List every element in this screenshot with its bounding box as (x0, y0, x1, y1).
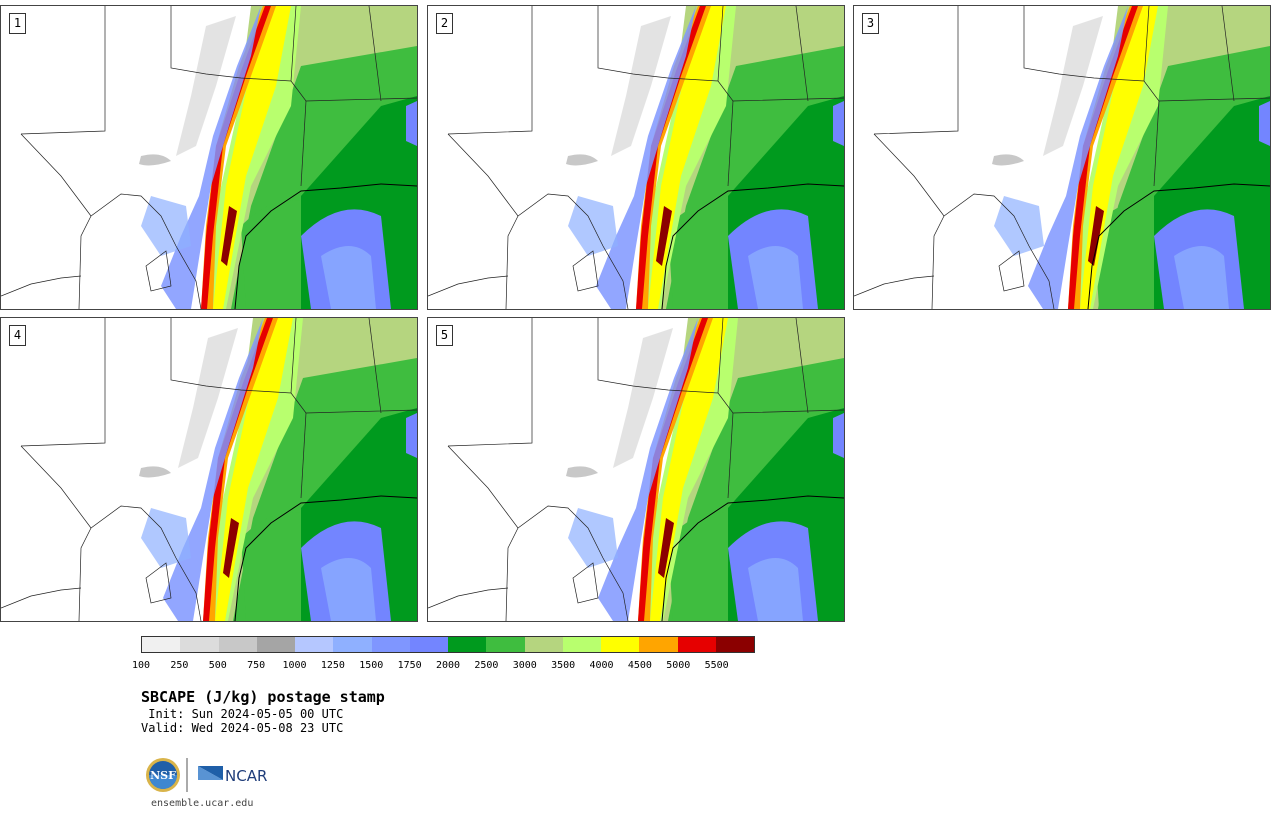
colorbar-swatch (486, 637, 525, 652)
site-url: ensemble.ucar.edu (151, 798, 254, 809)
logos: NSF NCAR (143, 756, 273, 796)
sbcape-map (854, 6, 1270, 309)
colorbar-swatch (142, 637, 181, 652)
colorbar-tick-label: 3000 (512, 660, 537, 671)
colorbar (141, 636, 755, 653)
colorbar-swatch (218, 637, 257, 652)
valid-time: Valid: Wed 2024-05-08 23 UTC (141, 721, 344, 735)
colorbar-swatch (371, 637, 410, 652)
colorbar-swatch (295, 637, 334, 652)
colorbar-tick-label: 4500 (627, 660, 652, 671)
member-label: 1 (9, 13, 26, 34)
colorbar-swatch (562, 637, 601, 652)
colorbar-tick-label: 1250 (320, 660, 345, 671)
ncar-logo-icon: NCAR (198, 766, 267, 785)
colorbar-swatch (677, 637, 716, 652)
init-time: Init: Sun 2024-05-05 00 UTC (141, 707, 344, 721)
colorbar-swatch (409, 637, 448, 652)
map-panel: 4 (0, 317, 418, 622)
colorbar-swatch (601, 637, 640, 652)
member-label: 3 (862, 13, 879, 34)
colorbar-tick-label: 100 (131, 660, 151, 671)
sbcape-map (428, 6, 844, 309)
colorbar-swatch (448, 637, 487, 652)
nsf-logo-icon: NSF (146, 758, 180, 792)
nsf-logo-text: NSF (150, 769, 176, 782)
colorbar-tick-label: 250 (170, 660, 189, 671)
map-panel: 3 (853, 5, 1271, 310)
colorbar-tick-label: 750 (247, 660, 266, 671)
sbcape-map (428, 318, 844, 621)
member-label: 2 (436, 13, 453, 34)
colorbar-swatch (715, 637, 754, 652)
colorbar-tick-label: 1500 (359, 660, 384, 671)
colorbar-tick-label: 4000 (589, 660, 614, 671)
map-panel: 2 (427, 5, 845, 310)
map-title: SBCAPE (J/kg) postage stamp (141, 688, 385, 706)
colorbar-swatch (256, 637, 295, 652)
colorbar-tick-label: 3500 (551, 660, 576, 671)
colorbar-tick-label: 2500 (474, 660, 499, 671)
colorbar-swatch (333, 637, 372, 652)
sbcape-map (1, 6, 417, 309)
map-panel: 1 (0, 5, 418, 310)
member-label: 5 (436, 325, 453, 346)
colorbar-tick-label: 5000 (666, 660, 691, 671)
colorbar-ticks: 100 250 500 750 1000 1250 1500 1750 2000 2500 3000… (132, 660, 755, 674)
colorbar-tick-label: 2000 (435, 660, 461, 671)
member-label: 4 (9, 325, 26, 346)
colorbar-swatch (524, 637, 563, 652)
colorbar-tick-label: 1000 (282, 660, 307, 671)
sbcape-map (1, 318, 417, 621)
ncar-logo-text: NCAR (225, 767, 267, 785)
colorbar-swatch (639, 637, 678, 652)
colorbar-tick-label: 500 (208, 660, 227, 671)
map-panel: 5 (427, 317, 845, 622)
colorbar-tick-label: 5500 (704, 660, 729, 671)
colorbar-tick-label: 1750 (397, 660, 422, 671)
colorbar-swatch (180, 637, 219, 652)
